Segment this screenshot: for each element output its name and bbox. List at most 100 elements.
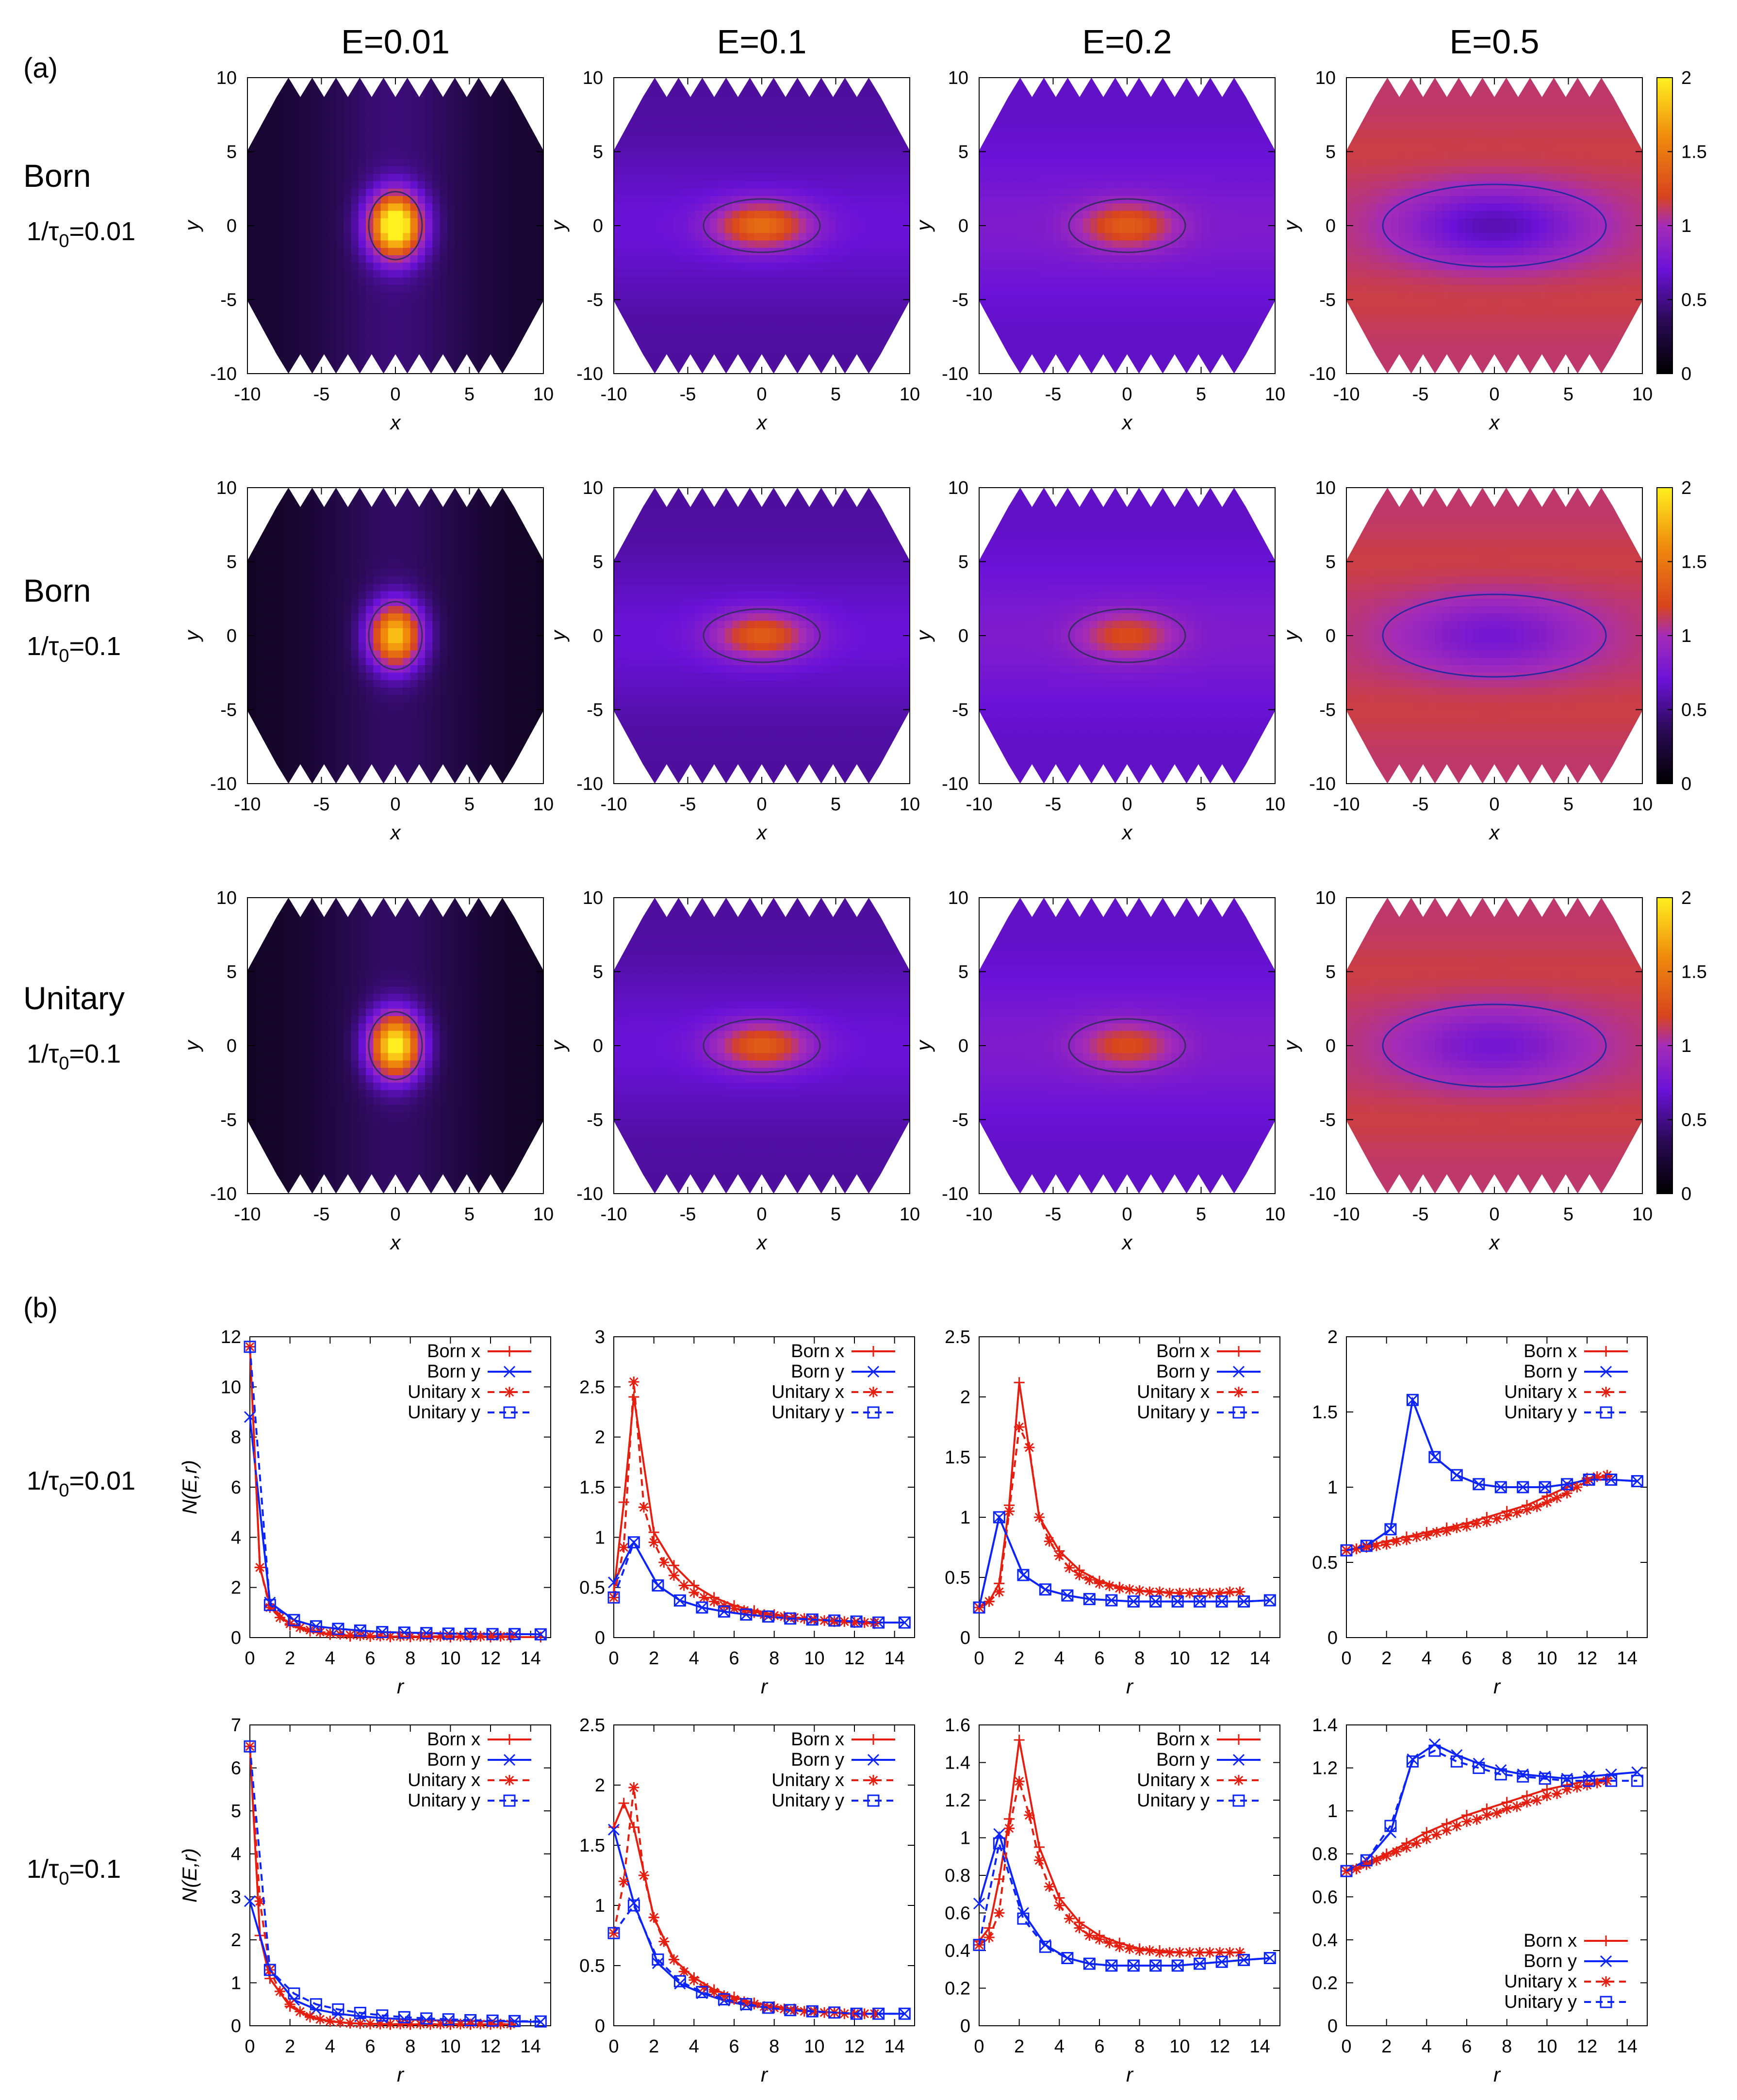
heatmap-cell [1216, 226, 1224, 233]
heatmap-cell [858, 129, 866, 137]
heatmap-cell [410, 85, 418, 93]
heatmap-cell [1245, 329, 1253, 337]
heatmap-cell [1031, 99, 1039, 108]
heatmap-cell [776, 329, 785, 337]
heatmap-cell [536, 188, 543, 197]
heatmap-cell [658, 181, 666, 189]
heatmap-cell [636, 292, 644, 300]
heatmap-cell [614, 262, 622, 271]
heatmap-cell [1119, 159, 1128, 167]
heatmap-cell [828, 159, 836, 167]
heatmap-cell [336, 299, 344, 308]
heatmap-cell [865, 359, 873, 367]
heatmap-cell [887, 181, 896, 189]
heatmap-cell [994, 137, 1002, 145]
heatmap-cell [754, 226, 762, 233]
heatmap-cell [628, 299, 637, 308]
heatmap-cell [1038, 240, 1046, 248]
heatmap-cell [328, 137, 337, 145]
heatmap-cell [762, 226, 770, 233]
heatmap-cell [858, 322, 866, 330]
heatmap-cell [432, 262, 441, 271]
heatmap-cell [1090, 188, 1098, 197]
heatmap-cell [986, 174, 995, 182]
heatmap-cell [1354, 107, 1362, 115]
heatmap-cell [1230, 255, 1239, 263]
heatmap-cell [1179, 92, 1187, 100]
heatmap-cell [1260, 144, 1268, 152]
heatmap-cell [791, 174, 799, 182]
heatmap-cell [440, 366, 448, 374]
heatmap-cell [902, 166, 910, 174]
heatmap-cell [986, 322, 995, 330]
heatmap-cell [762, 85, 770, 93]
heatmap-cell [651, 159, 659, 167]
heatmap-cell [979, 137, 987, 145]
heatmap-cell [680, 270, 688, 278]
heatmap-cell [1112, 137, 1120, 145]
heatmap-cell [695, 144, 703, 152]
heatmap-cell [821, 78, 829, 85]
heatmap-cell [895, 78, 903, 85]
heatmap-cell [872, 196, 881, 204]
heatmap-cell [1346, 78, 1354, 85]
heatmap-cell [277, 115, 285, 123]
heatmap-cell [628, 344, 637, 352]
heatmap-cell [1149, 99, 1157, 108]
heatmap-cell [1009, 181, 1016, 189]
heatmap-cell [710, 285, 718, 293]
heatmap-cell [1230, 137, 1239, 145]
heatmap-cell [828, 181, 836, 189]
heatmap-cell [269, 255, 278, 263]
heatmap-cell [344, 159, 352, 167]
heatmap-cell [1127, 99, 1135, 108]
heatmap-cell [688, 159, 696, 167]
heatmap-cell [1046, 233, 1054, 241]
heatmap-cell [851, 107, 858, 115]
heatmap-cell [1046, 366, 1054, 374]
heatmap-cell [1346, 85, 1354, 93]
heatmap-cell [703, 137, 710, 145]
heatmap-cell [769, 307, 777, 315]
heatmap-cell [732, 115, 740, 123]
heatmap-cell [425, 285, 433, 293]
heatmap-cell [1134, 99, 1143, 108]
heatmap-cell [799, 92, 807, 100]
heatmap-cell [821, 122, 829, 130]
heatmap-cell [994, 285, 1002, 293]
heatmap-cell [636, 211, 644, 219]
heatmap-cell [1105, 188, 1113, 197]
heatmap-cell [1142, 203, 1150, 212]
heatmap-cell [791, 336, 799, 345]
heatmap-cell [1253, 240, 1261, 248]
heatmap-cell [247, 329, 255, 337]
heatmap-cell [373, 78, 381, 85]
heatmap-cell [277, 359, 285, 367]
heatmap-cell [628, 366, 637, 374]
tau-text: 1/τ [27, 1854, 59, 1884]
heatmap-cell [284, 336, 293, 345]
heatmap-cell [680, 218, 688, 226]
heatmap-cell [1060, 188, 1068, 197]
heatmap-cell [499, 322, 507, 330]
heatmap-cell [1194, 85, 1202, 93]
heatmap-cell [643, 314, 651, 322]
heatmap-cell [739, 314, 748, 322]
heatmap-cell [292, 233, 300, 241]
heatmap-cell [410, 203, 418, 212]
heatmap-cell [514, 196, 522, 204]
heatmap-cell [1194, 181, 1202, 189]
heatmap-cell [732, 270, 740, 278]
heatmap-cell [865, 122, 873, 130]
heatmap-cell [1031, 270, 1039, 278]
heatmap-cell [425, 307, 433, 315]
heatmap-cell [658, 344, 666, 352]
heatmap-cell [1201, 307, 1209, 315]
heatmap-cell [358, 218, 366, 226]
heatmap-cell [484, 99, 492, 108]
heatmap-cell [1208, 115, 1216, 123]
heatmap-cell [1253, 92, 1261, 100]
heatmap-cell [880, 211, 888, 219]
heatmap-cell [836, 307, 844, 315]
heatmap-cell [1038, 366, 1046, 374]
